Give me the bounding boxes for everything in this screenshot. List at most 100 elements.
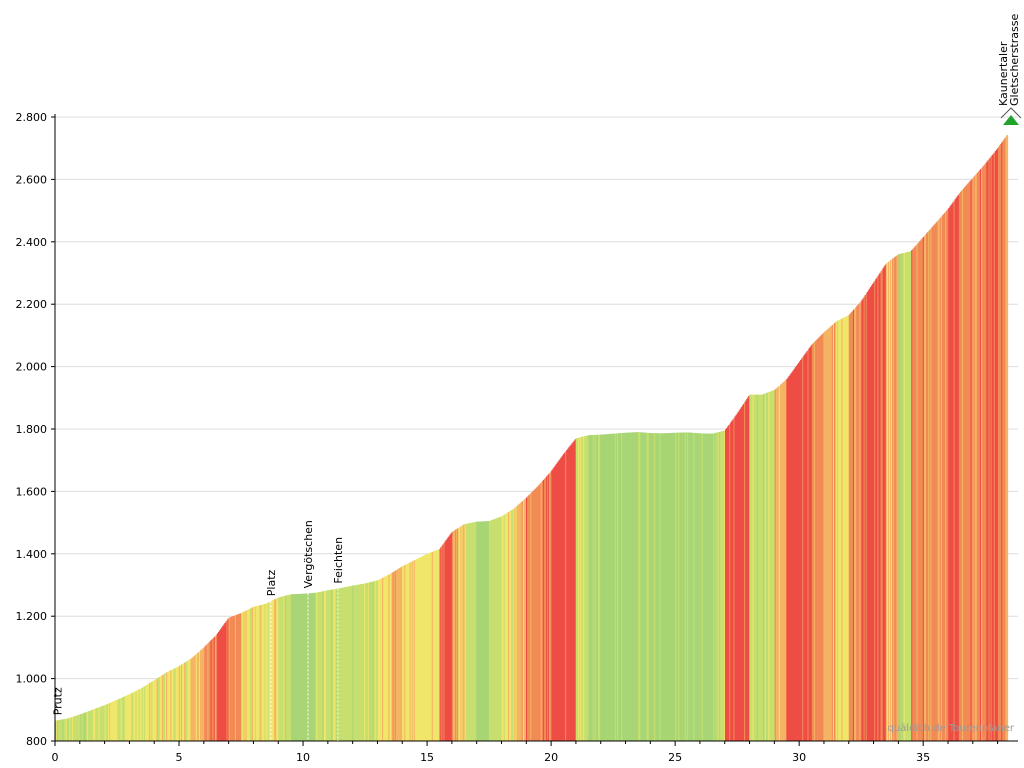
elevation-bar xyxy=(929,229,931,741)
elevation-bar xyxy=(242,612,244,741)
elevation-bar xyxy=(585,435,587,741)
elevation-bar xyxy=(642,432,645,741)
elevation-bar xyxy=(906,251,909,742)
elevation-bar xyxy=(541,481,544,741)
elevation-bar xyxy=(745,400,747,741)
elevation-bar xyxy=(649,433,652,741)
elevation-bar xyxy=(341,587,344,741)
elevation-bar xyxy=(523,499,526,741)
elevation-bar xyxy=(660,433,663,741)
elevation-bar xyxy=(464,523,467,741)
elevation-bar xyxy=(751,394,754,741)
elevation-bar xyxy=(858,303,860,741)
elevation-bar xyxy=(144,685,147,741)
elevation-bar xyxy=(202,648,204,741)
elevation-bar xyxy=(396,569,399,741)
elevation-bar xyxy=(781,383,783,741)
elevation-bar xyxy=(81,713,84,741)
elevation-bar xyxy=(318,592,321,741)
elevation-bar xyxy=(550,471,552,741)
elevation-bar xyxy=(149,682,151,741)
elevation-bar xyxy=(116,699,119,741)
elevation-bar xyxy=(643,432,646,741)
elevation-bar xyxy=(454,530,456,741)
elevation-bar xyxy=(188,659,191,741)
elevation-bar xyxy=(768,392,770,741)
elevation-bar xyxy=(467,523,470,741)
elevation-bar xyxy=(566,449,568,741)
elevation-bar xyxy=(564,452,566,741)
elevation-bar xyxy=(84,712,87,741)
elevation-bar xyxy=(626,432,629,741)
elevation-bar xyxy=(800,359,802,741)
elevation-bar xyxy=(787,377,790,741)
elevation-bar xyxy=(921,238,924,741)
elevation-bar xyxy=(437,549,439,741)
elevation-bar xyxy=(250,607,253,741)
elevation-bar xyxy=(195,654,198,741)
elevation-bar xyxy=(864,295,867,741)
annotation-label: Kaunertaler xyxy=(997,41,1010,106)
elevation-bar xyxy=(256,606,258,741)
elevation-bar xyxy=(328,590,330,741)
elevation-bar xyxy=(728,425,730,741)
elevation-bar xyxy=(222,625,224,741)
elevation-bar xyxy=(285,595,288,741)
elevation-bar xyxy=(632,432,635,741)
elevation-bar xyxy=(759,394,762,741)
elevation-bar xyxy=(187,660,189,741)
elevation-bar xyxy=(886,262,889,741)
elevation-bar xyxy=(515,506,518,741)
elevation-bar xyxy=(387,575,389,741)
elevation-bar xyxy=(427,553,430,741)
elevation-bar xyxy=(313,592,315,741)
elevation-bar xyxy=(298,593,301,741)
elevation-bar xyxy=(139,688,142,741)
elevation-bar xyxy=(616,433,619,741)
elevation-bar xyxy=(520,502,523,741)
elevation-bar xyxy=(327,590,329,741)
elevation-bar xyxy=(603,434,605,741)
elevation-bar xyxy=(343,587,346,741)
elevation-bar xyxy=(919,240,922,742)
elevation-bar xyxy=(317,592,320,741)
elevation-bar xyxy=(263,604,266,741)
elevation-bar xyxy=(847,315,850,741)
elevation-bar xyxy=(928,230,930,741)
elevation-bar xyxy=(199,650,202,741)
elevation-bar xyxy=(901,253,904,741)
elevation-bar xyxy=(918,241,921,741)
elevation-bar xyxy=(835,322,837,741)
elevation-bar xyxy=(251,607,254,741)
elevation-bar xyxy=(630,432,633,741)
elevation-bar xyxy=(890,260,892,741)
elevation-bar xyxy=(134,691,137,741)
elevation-bar xyxy=(915,245,918,741)
elevation-bar xyxy=(614,433,617,741)
elevation-bar xyxy=(432,551,435,741)
elevation-bar xyxy=(546,476,548,741)
elevation-bar xyxy=(229,617,232,741)
elevation-bar xyxy=(206,644,208,741)
elevation-bar xyxy=(244,611,247,741)
elevation-bar xyxy=(198,651,201,741)
elevation-bar xyxy=(682,432,685,741)
elevation-bar xyxy=(132,692,134,741)
elevation-bar xyxy=(962,189,964,741)
elevation-bar xyxy=(627,432,630,741)
elevation-bar xyxy=(457,528,459,741)
elevation-bar xyxy=(352,585,355,741)
elevation-bar xyxy=(294,594,296,741)
elevation-bar xyxy=(529,494,531,741)
elevation-bar xyxy=(730,422,732,741)
elevation-bar xyxy=(1001,142,1003,741)
elevation-bar xyxy=(607,434,610,741)
elevation-bar xyxy=(945,211,947,742)
x-tick-label: 30 xyxy=(792,751,806,764)
elevation-bar xyxy=(240,613,242,741)
elevation-bar xyxy=(105,704,108,741)
elevation-bar xyxy=(941,215,944,741)
elevation-bar xyxy=(833,323,836,741)
elevation-bar xyxy=(401,566,403,741)
elevation-bar xyxy=(160,675,163,741)
